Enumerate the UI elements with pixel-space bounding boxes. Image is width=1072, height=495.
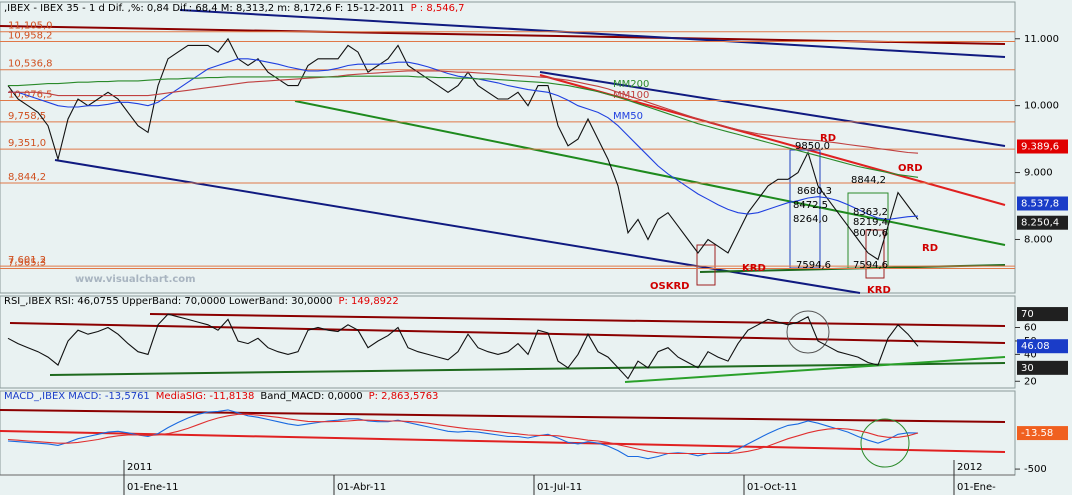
panel-header: P: 2,863,5763 (369, 391, 439, 402)
y-tick-label: 60 (1024, 323, 1037, 334)
y-tick-label: 40 (1024, 349, 1037, 360)
value-marker (1017, 360, 1068, 375)
value-marker-label: 9.389,6 (1021, 142, 1059, 153)
series-name: MM100 (613, 90, 649, 101)
annotation: OSKRD (650, 281, 689, 292)
annotation: 9850,0 (795, 141, 830, 152)
series-name: MM50 (613, 111, 643, 122)
y-tick-label: 11.000 (1024, 34, 1059, 45)
series-line (8, 70, 919, 154)
trend-line (149, 313, 1006, 327)
series-line (8, 75, 919, 178)
y-tick-label: 8.000 (1024, 234, 1053, 245)
trend-line (539, 71, 1006, 147)
value-marker-label: 8.250,4 (1021, 218, 1059, 229)
series-line (8, 58, 919, 220)
x-tick-label: 01-Abr-11 (337, 482, 386, 493)
annotation: RD (820, 133, 836, 144)
pattern-box (696, 244, 716, 286)
annotation: 8363,2 (853, 207, 888, 218)
annotation: 8219,4 (853, 217, 888, 228)
year-label: 2011 (127, 462, 152, 473)
trend-line (0, 430, 1006, 453)
level-label: 10,536,8 (8, 59, 53, 70)
x-tick-label: 01-Ene-11 (127, 482, 178, 493)
trend-line (0, 409, 1006, 423)
value-marker (1017, 196, 1068, 211)
panel-header: Band_MACD: 0,0000 (260, 391, 362, 402)
x-tick-label: 01-Oct-11 (747, 482, 797, 493)
series-line (7, 413, 919, 455)
panel-header: P : 8,546,7 (411, 3, 465, 14)
value-marker (1017, 426, 1068, 441)
price-panel (0, 1, 1016, 294)
annotation: ORD (898, 163, 923, 174)
value-marker (1017, 339, 1068, 354)
trend-line (624, 356, 1006, 383)
value-marker-label: 70 (1021, 309, 1034, 320)
series-line (7, 37, 919, 261)
annotation: 7594,6 (796, 260, 831, 271)
level-label: 7,601,2 (8, 255, 46, 266)
trend-line (294, 100, 1006, 246)
value-marker (1017, 215, 1068, 230)
panel-header: ,IBEX - IBEX 35 - 1 d Dif. ,%: 0,84 Dif.… (4, 3, 405, 14)
level-label: 7,565,3 (8, 258, 46, 269)
trend-line (49, 362, 1006, 376)
y-tick-label: 20 (1024, 376, 1037, 387)
series-line (7, 409, 919, 460)
value-marker (1017, 307, 1068, 322)
level-label: 8,844,2 (8, 172, 46, 183)
highlight-circle (786, 310, 830, 354)
trend-line (179, 9, 1006, 58)
trend-line (0, 25, 1006, 45)
y-tick-label: 9.000 (1024, 168, 1053, 179)
highlight-circle (860, 418, 910, 468)
annotation: KRD (867, 285, 891, 296)
panel-header: MediaSIG: -11,8138 (156, 391, 255, 402)
y-tick-label: 10.000 (1024, 101, 1059, 112)
x-tick-label: 01-Ene- (957, 482, 996, 493)
value-marker-label: 46.08 (1021, 341, 1050, 352)
annotation: KRD (742, 263, 766, 274)
annotation: RD (922, 243, 938, 254)
level-label: 9,758,5 (8, 111, 46, 122)
series-name: MM200 (613, 79, 649, 90)
value-marker-label: -13.58 (1021, 428, 1053, 439)
panel-header: MACD_,IBEX MACD: -13,5761 (4, 391, 150, 402)
annotation: 8472,5 (793, 200, 828, 211)
series-line (7, 313, 919, 380)
panel-header: RSI_,IBEX RSI: 46,0755 UpperBand: 70,000… (4, 296, 332, 307)
annotation: 8264,0 (793, 214, 828, 225)
level-label: 11,105,0 (8, 21, 53, 32)
annotation: 8844,2 (851, 175, 886, 186)
panel-header: P: 149,8922 (338, 296, 398, 307)
annotation: 8070,6 (853, 228, 888, 239)
annotation: www.visualchart.com (75, 274, 196, 285)
x-tick-label: 01-Jul-11 (537, 482, 582, 493)
level-label: 10,076,5 (8, 90, 53, 101)
annotation: 7594,6 (853, 260, 888, 271)
value-marker (1017, 139, 1068, 154)
pattern-box (865, 229, 885, 279)
value-marker-label: 30 (1021, 363, 1034, 374)
annotation: 8680,3 (797, 186, 832, 197)
value-marker-label: 8.537,8 (1021, 198, 1059, 209)
level-label: 9,351,0 (8, 138, 46, 149)
pattern-box (847, 192, 889, 269)
year-label: 2012 (957, 462, 982, 473)
rsi-panel (0, 295, 1016, 389)
pattern-box (789, 149, 821, 269)
trend-line (9, 322, 1006, 344)
y-tick-label: -500 (1024, 464, 1047, 475)
level-label: 10,958,2 (8, 31, 53, 42)
